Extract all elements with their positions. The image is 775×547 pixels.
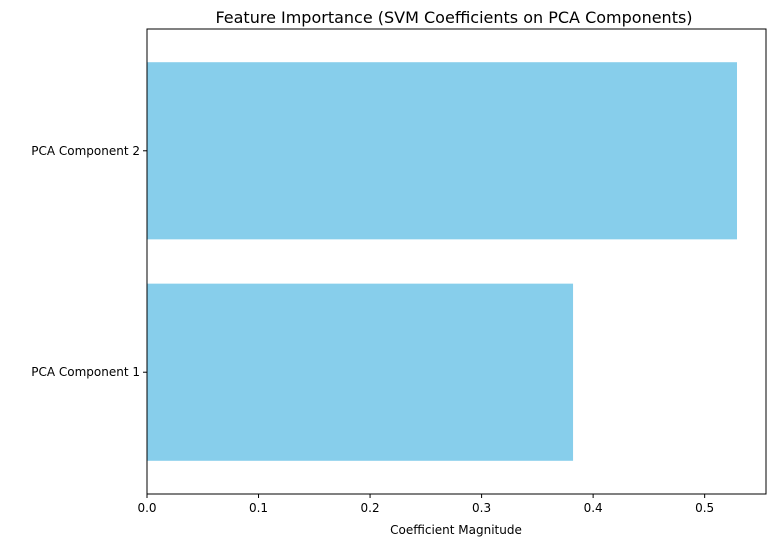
y-tick-label: PCA Component 1	[31, 365, 140, 379]
x-axis-ticks: 0.0 0.1 0.2 0.3 0.4 0.5	[137, 494, 714, 515]
y-tick-label: PCA Component 2	[31, 144, 140, 158]
x-axis-label: Coefficient Magnitude	[390, 523, 522, 537]
x-tick-label: 0.4	[584, 501, 603, 515]
chart-title: Feature Importance (SVM Coefficients on …	[215, 8, 692, 27]
x-tick-label: 0.1	[249, 501, 268, 515]
x-tick-label: 0.2	[361, 501, 380, 515]
bar-1	[147, 283, 574, 461]
bars-group	[147, 62, 738, 461]
x-tick-label: 0.5	[695, 501, 714, 515]
y-axis-ticks: PCA Component 1 PCA Component 2	[31, 144, 147, 379]
x-tick-label: 0.0	[137, 501, 156, 515]
x-tick-label: 0.3	[472, 501, 491, 515]
plot-frame	[146, 28, 767, 495]
bar-2	[147, 62, 738, 240]
